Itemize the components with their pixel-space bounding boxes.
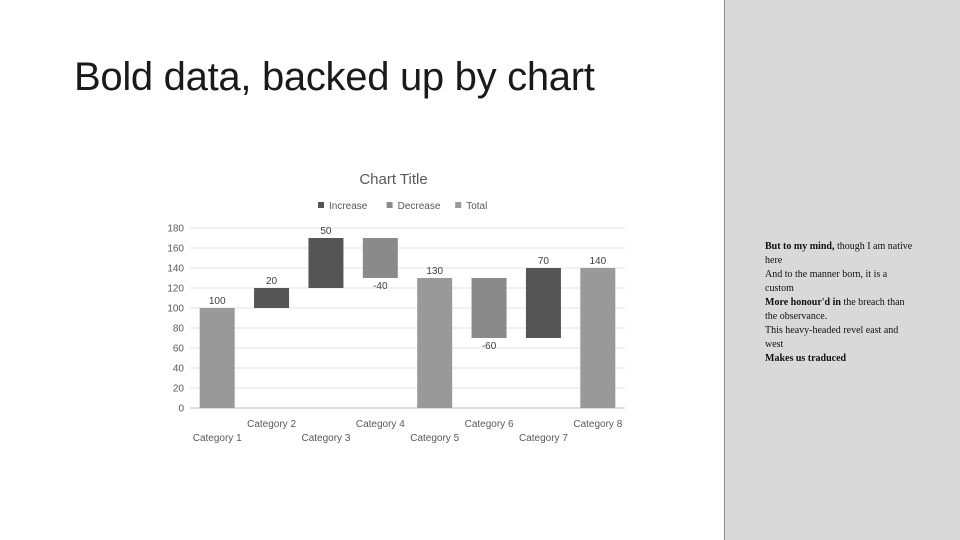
data-label: 140	[589, 256, 606, 267]
notes-line: But to my mind, though I am native here	[765, 240, 915, 268]
notes-line-bold: But to my mind,	[765, 241, 835, 252]
y-tick-label: 80	[173, 324, 185, 335]
bar-total	[580, 268, 616, 408]
data-label: 130	[426, 266, 443, 277]
bar-increase	[525, 268, 561, 338]
notes-pane: But to my mind, though I am native here A…	[724, 0, 960, 540]
y-tick-label: 0	[178, 404, 184, 415]
y-tick-label: 100	[167, 304, 184, 315]
x-tick-label: Category 8	[573, 419, 622, 430]
bar-decrease	[471, 278, 507, 338]
y-tick-label: 140	[167, 264, 184, 275]
bar-total	[199, 308, 235, 408]
legend-label: Increase	[329, 201, 368, 212]
notes-line-text: And to the manner born, it is a custom	[765, 269, 888, 294]
y-tick-label: 180	[167, 224, 184, 235]
x-tick-label: Category 1	[193, 433, 242, 444]
data-label: 20	[266, 276, 278, 287]
legend-label: Total	[466, 201, 487, 212]
y-tick-label: 160	[167, 244, 184, 255]
notes-line-bold: Makes us traduced	[765, 353, 847, 364]
notes-text: But to my mind, though I am native here A…	[765, 240, 915, 366]
x-tick-label: Category 4	[356, 419, 405, 430]
legend-swatch	[318, 202, 324, 208]
x-tick-label: Category 7	[519, 433, 568, 444]
notes-line-text: This heavy-headed revel east and west	[765, 325, 899, 350]
waterfall-chart: Chart Title Increase Decrease Total 0 20 40 60 8…	[167, 171, 625, 444]
notes-line-bold: More honour'd in	[765, 297, 841, 308]
bar-increase	[308, 238, 344, 288]
data-label: -40	[373, 281, 388, 292]
bar-increase	[254, 288, 290, 308]
x-tick-label: Category 6	[465, 419, 514, 430]
y-tick-label: 20	[173, 384, 185, 395]
data-label: 100	[209, 296, 226, 307]
slide-canvas: Bold data, backed up by chart Chart Titl…	[74, 55, 625, 444]
y-tick-label: 60	[173, 344, 185, 355]
bar-decrease	[362, 238, 398, 278]
notes-line: This heavy-headed revel east and west	[765, 324, 915, 352]
notes-line: More honour'd in the breach than the obs…	[765, 296, 915, 324]
data-label: 50	[320, 226, 332, 237]
notes-line: Makes us traduced	[765, 352, 915, 366]
data-label: -60	[482, 341, 497, 352]
legend-swatch	[386, 202, 393, 208]
x-tick-label: Category 5	[410, 433, 459, 444]
notes-line: And to the manner born, it is a custom	[765, 268, 915, 296]
notes-line-text: the breach than the observance.	[765, 297, 905, 322]
slide-title: Bold data, backed up by chart	[74, 55, 595, 99]
chart-title: Chart Title	[359, 171, 427, 188]
y-tick-label: 40	[173, 364, 185, 375]
data-label: 70	[538, 256, 550, 267]
notes-line-text: though I am native here	[765, 241, 913, 266]
legend-label: Decrease	[398, 201, 441, 212]
x-tick-label: Category 2	[247, 419, 296, 430]
legend-swatch	[455, 202, 462, 208]
x-tick-label: Category 3	[301, 433, 350, 444]
bar-total	[417, 278, 453, 408]
y-tick-label: 120	[167, 284, 184, 295]
